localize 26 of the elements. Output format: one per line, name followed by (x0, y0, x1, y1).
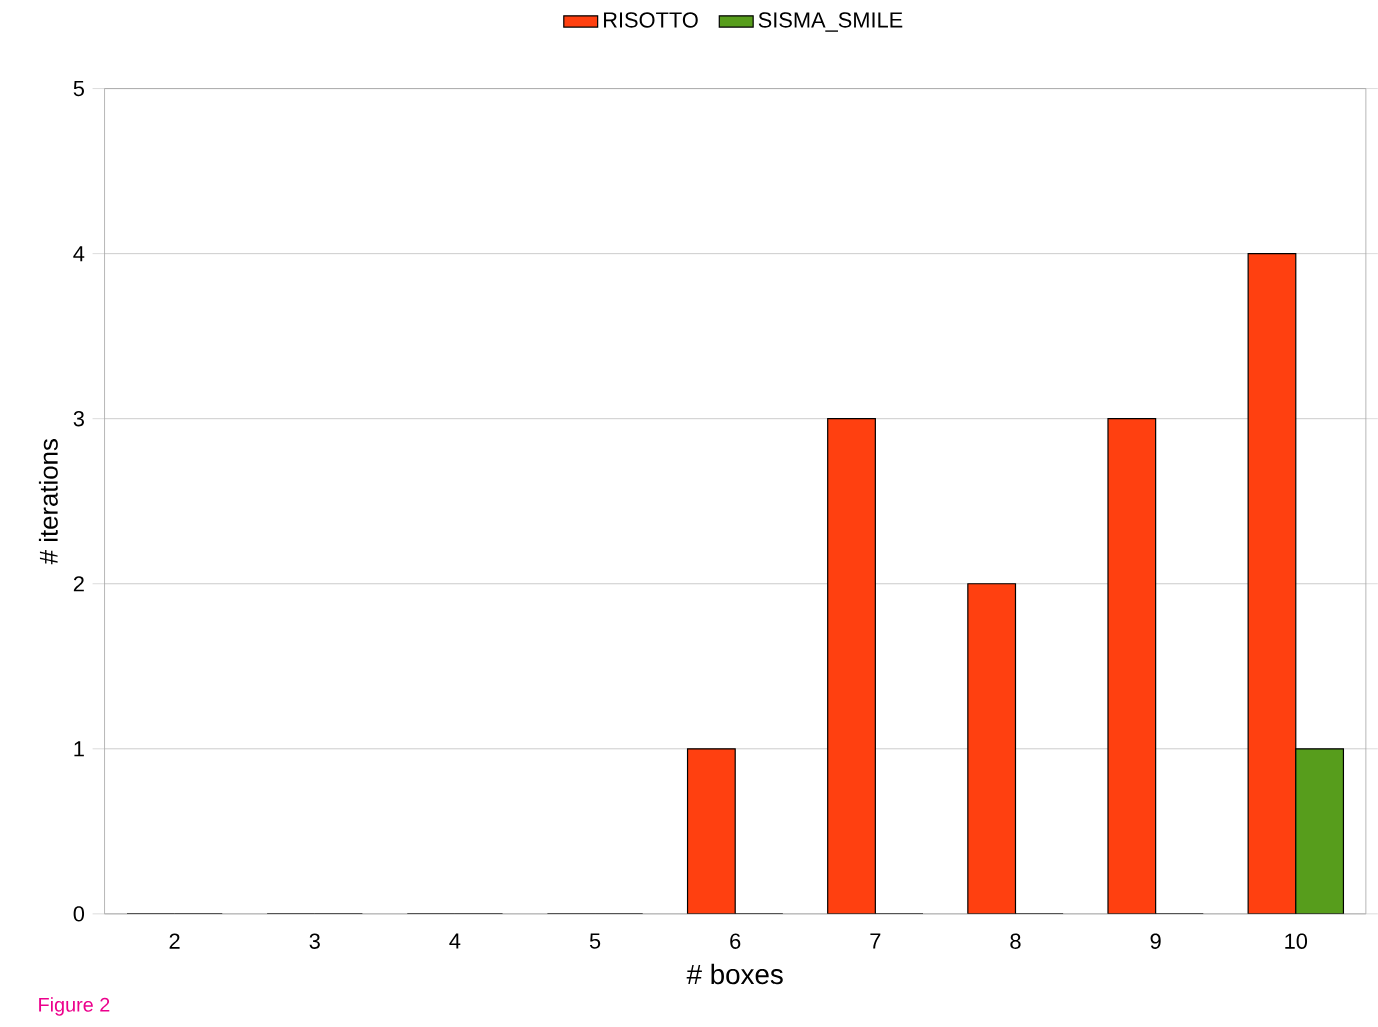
bar (687, 748, 736, 914)
bar (1295, 748, 1345, 914)
bar (1247, 252, 1297, 914)
y-axis-title: # iterations (38, 438, 58, 564)
y-tick-label: 3 (73, 410, 84, 427)
caption: Figure 2 (39, 997, 110, 1016)
x-tick-label: 7 (870, 933, 881, 949)
legend-label: SISMA_SMILE (758, 12, 903, 32)
legend-label: RISOTTO (604, 12, 698, 28)
bar (827, 418, 876, 914)
y-tick-label: 1 (74, 741, 84, 757)
y-tick-label: 5 (73, 80, 84, 97)
x-tick-label: 3 (309, 933, 320, 949)
x-tick-label: 6 (730, 933, 741, 949)
x-tick-label: 2 (169, 933, 180, 949)
x-axis-title: # boxes (686, 963, 783, 985)
x-tick-label: 4 (449, 933, 461, 949)
y-tick-label: 0 (73, 905, 85, 922)
y-tick-label: 4 (73, 245, 85, 261)
y-tick-label: 2 (73, 575, 84, 592)
x-tick-label: 9 (1150, 933, 1161, 949)
x-tick-label: 10 (1285, 933, 1308, 949)
bar (967, 583, 1016, 914)
x-tick-label: 8 (1010, 933, 1021, 949)
bar (1107, 418, 1156, 914)
x-tick-label: 5 (589, 933, 601, 949)
